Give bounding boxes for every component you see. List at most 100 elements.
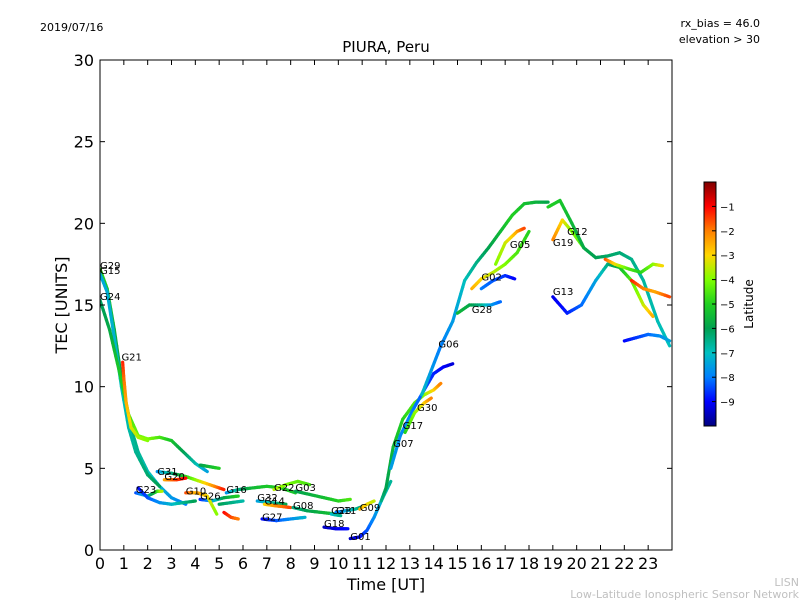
tec-trace-segment [213,509,219,516]
satellite-label: G08 [293,501,313,512]
latitude-colorbar: −1 −2 −3 −4 −5 −6 −7 −8 −9 Latitude [703,181,756,427]
tec-trace-segment [521,226,526,231]
tec-trace-segment [666,338,672,343]
colorbar-tick-label: −4 [720,276,735,287]
satellite-label: G27 [262,513,282,524]
satellite-label: G06 [438,339,458,350]
y-tick-label: 25 [74,133,94,152]
satellite-label: G24 [100,292,120,303]
satellite-label: G26 [200,491,220,502]
satellite-label: G30 [417,403,437,414]
satellite-label: G09 [360,503,380,514]
date-label: 2019/07/16 [40,21,103,34]
x-tick-label: 18 [519,554,539,573]
x-tick-label: 21 [590,554,610,573]
satellite-label: G10 [186,486,206,497]
satellite-label: G14 [264,496,284,507]
satellite-label: G11 [336,506,356,517]
y-tick-label: 10 [74,378,94,397]
tec-trace-segment [306,482,312,487]
satellite-label: G16 [226,485,246,496]
x-axis-label: Time [UT] [346,575,425,594]
tec-trace-segment [203,468,209,474]
satellite-label: G12 [567,227,587,238]
tec-trace-segment [666,340,672,348]
satellite-label: G18 [324,519,344,530]
x-tick-label: 19 [543,554,563,573]
tec-trace-segment [649,312,655,319]
x-tick-label: 23 [638,554,658,573]
tec-trace-segment [428,396,433,401]
x-tick-label: 20 [566,554,586,573]
x-tick-label: 6 [238,554,248,573]
x-tick-label: 13 [400,554,420,573]
y-tick-label: 15 [74,296,94,315]
x-tick-label: 9 [309,554,319,573]
tec-trace-segment [438,381,443,387]
tec-trace-segment [387,479,393,487]
colorbar-tick-label: −3 [720,251,735,262]
satellite-label: G13 [553,287,573,298]
x-axis-ticks: 0 1 2 3 4 5 6 7 8 9 10 11 12 13 14 15 16 17 18 19 20 21 22 23 [95,60,658,573]
x-tick-label: 10 [328,554,348,573]
y-tick-label: 20 [74,214,94,233]
x-tick-label: 8 [286,554,296,573]
colorbar-label: Latitude [742,279,756,328]
satellite-label: G23 [136,485,156,496]
rx-bias-label: rx_bias = 46.0 [681,17,760,30]
x-tick-label: 5 [214,554,224,573]
satellite-label: G21 [121,353,141,364]
x-tick-label: 1 [119,554,129,573]
satellite-label: G02 [481,273,501,284]
colorbar-tick-label: −9 [720,398,735,409]
satellite-label: G20 [164,472,184,483]
satellite-label: G15 [100,266,120,277]
satellite-label: G23 [331,506,351,517]
satellite-label: G29 [100,261,120,272]
satellite-label: G03 [295,483,315,494]
x-tick-label: 22 [614,554,634,573]
chart-title: PIURA, Peru [342,38,429,56]
x-tick-label: 7 [262,554,272,573]
tec-trace-segment [155,482,162,488]
x-tick-label: 2 [143,554,153,573]
colorbar-ticks: −1 −2 −3 −4 −5 −6 −7 −8 −9 [712,202,735,409]
x-tick-label: 16 [471,554,491,573]
y-tick-label: 0 [84,541,94,560]
tec-trace-segment [497,300,502,304]
tec-trace-segment [665,294,672,299]
satellite-label: G32 [257,493,277,504]
tec-trace-segment [371,499,376,504]
x-tick-label: 0 [95,554,105,573]
elevation-label: elevation > 30 [679,33,760,46]
tec-trace-segment [511,276,517,281]
colorbar-tick-label: −5 [720,300,735,311]
x-tick-label: 14 [423,554,443,573]
satellite-label: G07 [393,439,413,450]
satellite-label: G31 [157,467,177,478]
satellite-label: G22 [274,483,294,494]
satellite-label: G17 [403,421,423,432]
tec-trace-segment [220,487,226,492]
y-tick-label: 5 [84,459,94,478]
satellite-label: G28 [472,305,492,316]
colorbar-tick-label: −8 [720,373,735,384]
x-tick-label: 12 [376,554,396,573]
x-tick-label: 11 [352,554,372,573]
footer-network: Low-Latitude Ionospheric Sensor Network [570,588,799,600]
x-tick-label: 15 [447,554,467,573]
colorbar-tick-label: −6 [720,324,735,335]
colorbar-tick-label: −7 [720,349,735,360]
footer-lisn: LISN [774,576,799,589]
satellite-label: G01 [350,532,370,543]
tec-trace-segment [525,229,531,237]
x-tick-label: 4 [190,554,200,573]
colorbar-tick-label: −2 [720,227,735,238]
satellite-label: G19 [553,238,573,249]
x-tick-label: 3 [166,554,176,573]
series-layer [100,198,672,541]
tec-trace-segment [449,362,455,366]
